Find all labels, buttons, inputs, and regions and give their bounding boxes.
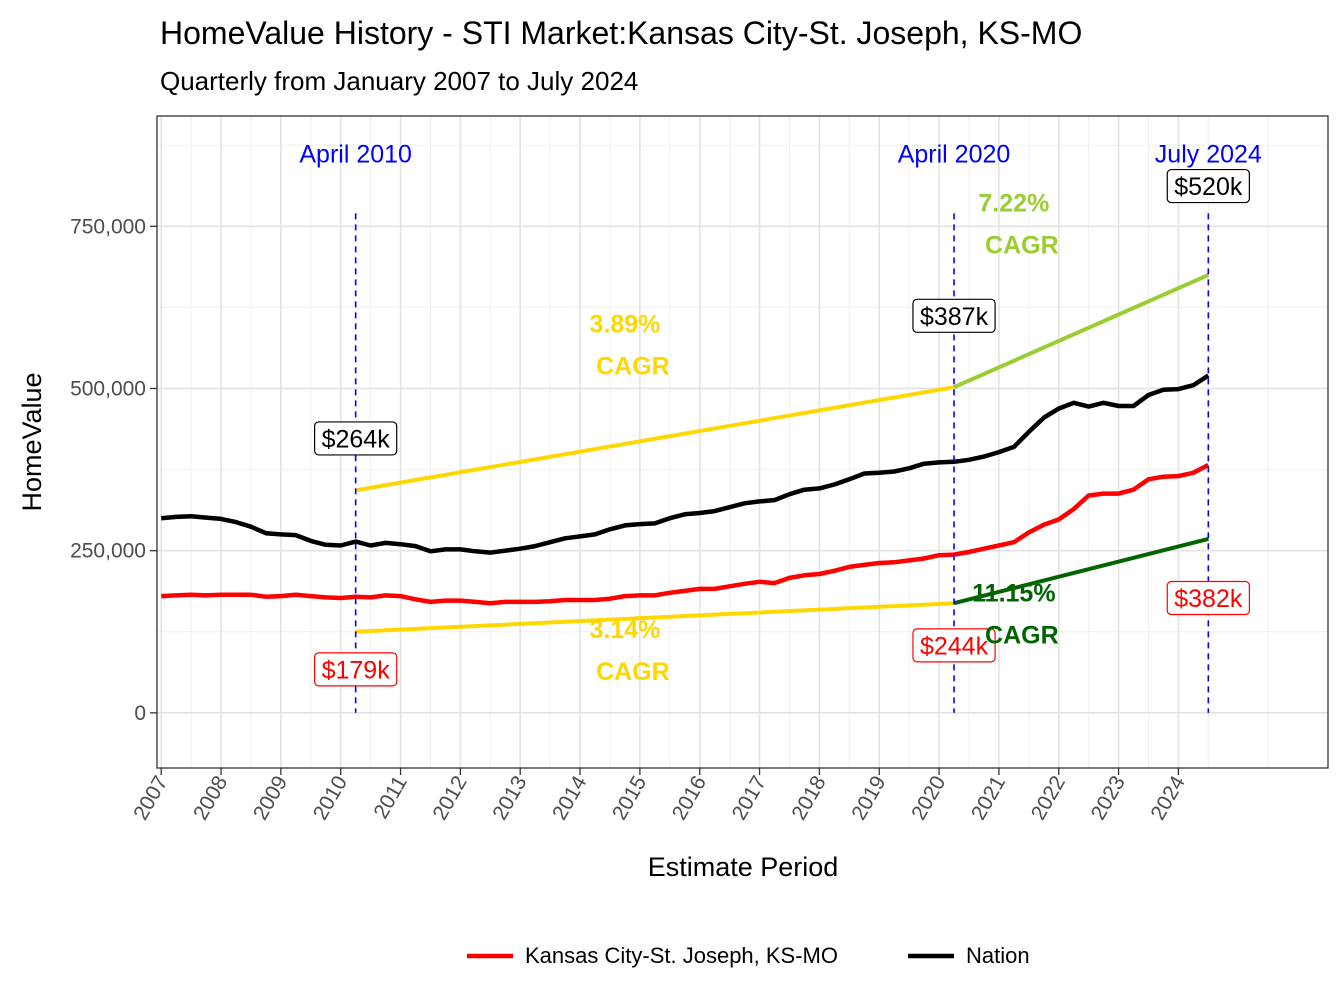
trend-layer [355,273,1210,634]
x-tick-label-2021: 2021 [967,772,1010,824]
x-tick-label-2023: 2023 [1087,772,1130,824]
legend-label-kansas-city: Kansas City-St. Joseph, KS-MO [525,943,838,968]
value-badge-box [313,652,398,687]
y-tick-label-0: 0 [134,702,146,725]
cagr-trend-line-3 [953,537,1209,606]
value-badge-text: $244k [920,632,989,660]
chart-subtitle: Quarterly from January 2007 to July 2024 [160,66,638,96]
vline-label-april-2020: April 2020 [898,141,1011,169]
x-tick-label-2012: 2012 [428,772,471,824]
cagr-word-11-15: CAGR [985,622,1059,650]
x-tick-label-2008: 2008 [189,772,232,824]
plot-panel-border [156,115,1329,769]
cagr-percent-3-89: 3.89% [589,310,660,338]
cagr-trend-line-2 [355,601,955,634]
cagr-trend-line-1 [953,273,1210,390]
y-tick-label-500-000: 500,000 [70,377,146,400]
y-axis-title: HomeValue [17,372,47,511]
value-badge-text: $387k [920,303,989,331]
x-tick-label-2007: 2007 [129,772,172,824]
value-badge-text: $382k [1174,585,1243,613]
value-badge-520k: $520k [1166,168,1250,204]
value-badge-382k: $382k [1166,580,1250,616]
x-tick-label-2020: 2020 [907,772,950,824]
axis-layer: 0 250,000 500,000 750,000 2007 2008 2009 2010 20… [70,215,1190,824]
cagr-word-7-22: CAGR [985,232,1059,260]
value-badge-179k: $179k [313,652,398,687]
legend: Kansas City-St. Joseph, KS-MO Nation [467,943,1030,968]
value-badge-264k: $264k [313,421,398,456]
series-line-kansas-city-st-joseph-ks-mo [161,463,1210,606]
cagr-trend-line-0 [355,385,955,493]
x-tick-label-2024: 2024 [1146,772,1189,824]
vline-label-july-2024: July 2024 [1155,141,1262,169]
value-badge-text: $179k [322,656,391,684]
annotation-layer: $264k $387k $520k $179k $244k $382k 3.89% CAGR 7… [313,168,1250,687]
value-badge-box [912,628,996,663]
vline-label-april-2010: April 2010 [299,141,412,169]
value-badge-box [912,298,996,333]
cagr-word-3-14: CAGR [596,658,670,686]
value-badge-387k: $387k [912,298,996,333]
x-tick-label-2015: 2015 [608,772,651,824]
value-badge-244k: $244k [912,628,996,663]
x-tick-label-2018: 2018 [787,772,830,824]
cagr-percent-3-14: 3.14% [589,616,660,644]
value-badge-box [1166,168,1250,204]
series-line-nation [161,373,1210,555]
x-axis-title: Estimate Period [648,852,839,882]
chart-title: HomeValue History - STI Market:Kansas Ci… [160,15,1082,51]
x-tick-label-2022: 2022 [1027,772,1070,824]
x-tick-label-2017: 2017 [728,772,771,824]
value-badge-box [1166,580,1250,616]
x-tick-label-2010: 2010 [309,772,352,824]
series-layer [161,373,1210,606]
cagr-word-3-89: CAGR [596,352,670,380]
value-badge-text: $264k [322,425,391,453]
value-badge-box [313,421,398,456]
value-badge-text: $520k [1174,173,1243,201]
x-tick-label-2011: 2011 [369,772,412,823]
x-tick-label-2019: 2019 [847,772,890,824]
y-tick-label-250-000: 250,000 [70,540,146,563]
cagr-percent-7-22: 7.22% [978,190,1049,218]
x-tick-label-2009: 2009 [249,772,292,824]
x-tick-label-2016: 2016 [668,772,711,824]
vline-layer: April 2010 April 2020 July 2024 [299,141,1262,713]
cagr-percent-11-15: 11.15% [972,580,1055,608]
x-tick-label-2014: 2014 [548,772,591,824]
x-tick-label-2013: 2013 [488,772,531,824]
y-tick-label-750-000: 750,000 [70,215,146,238]
legend-label-nation: Nation [966,943,1030,968]
